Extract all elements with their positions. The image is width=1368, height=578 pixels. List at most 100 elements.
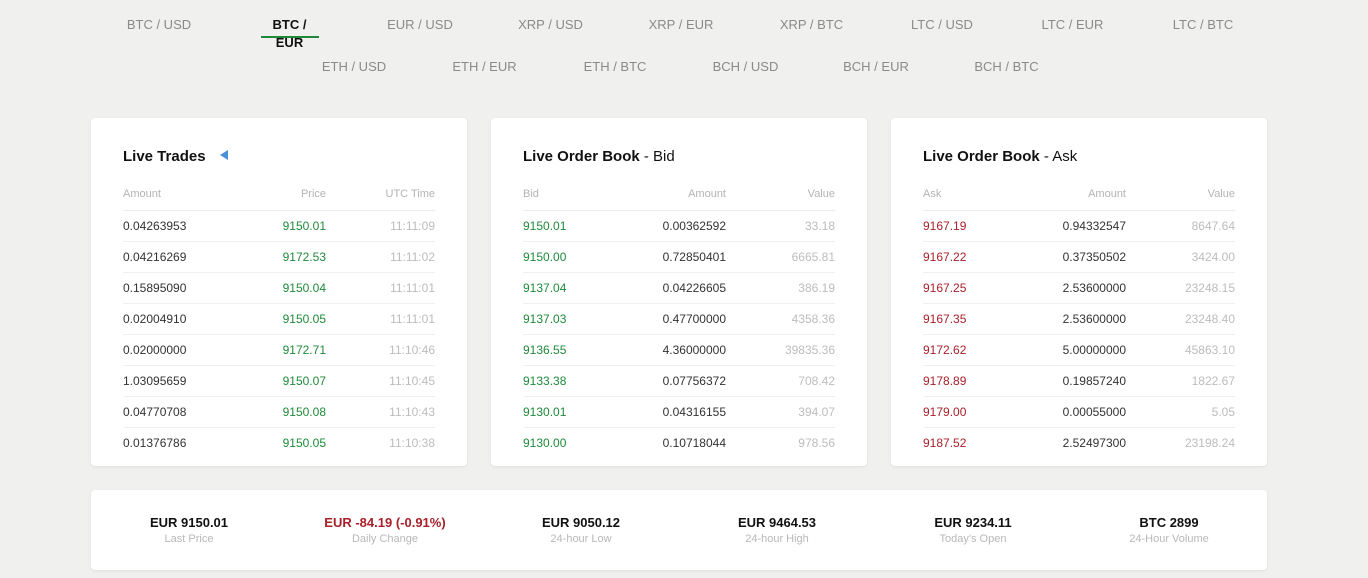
table-row: 9167.22 0.37350502 3424.00	[923, 241, 1235, 273]
table-cell-amount: 0.04263953	[123, 210, 243, 242]
live-trades-rows: 0.04263953 9150.01 11:11:09 0.04216269 9172.…	[123, 210, 435, 458]
table-cell-bid: 9150.00	[523, 241, 603, 273]
live-trades-title: Live Trades	[123, 148, 228, 165]
table-cell-amount: 0.01376786	[123, 435, 187, 450]
pair-tab-eth-btc[interactable]: ETH / BTC	[583, 59, 647, 74]
table-cell-value: 5.05	[1126, 396, 1235, 428]
table-cell-utc-time: 11:10:45	[326, 365, 435, 397]
table-row: 9167.35 2.53600000 23248.40	[923, 303, 1235, 335]
pair-tab-btc-usd[interactable]: BTC / USD	[126, 17, 192, 32]
table-row: 9167.19 0.94332547 8647.64	[923, 210, 1235, 242]
pair-tab-eth-eur[interactable]: ETH / EUR	[452, 59, 517, 74]
stat-value: EUR 9464.53	[737, 515, 817, 530]
table-row: 9150.01 0.00362592 33.18	[523, 210, 835, 242]
table-cell-amount: 0.04226605	[603, 272, 726, 304]
order-book-bid-title: Live Order Book - Bid	[523, 148, 675, 165]
order-book-ask-subtitle: - Ask	[1043, 148, 1078, 165]
table-cell-amount: 0.00362592	[603, 210, 726, 242]
table-cell-bid: 9137.04	[523, 272, 603, 304]
table-cell-price: 9150.04	[243, 272, 326, 304]
pair-tab-xrp-btc[interactable]: XRP / BTC	[779, 17, 844, 32]
table-cell-ask: 9167.19	[923, 210, 1003, 242]
live-trades-title-text: Live Trades	[123, 148, 206, 165]
table-cell-value: 4358.36	[726, 303, 835, 335]
pair-tab-bch-usd[interactable]: BCH / USD	[712, 59, 779, 74]
table-cell-utc-time: 11:11:02	[326, 241, 435, 273]
stat-value: EUR 9050.12	[541, 515, 621, 530]
table-cell-amount: 0.15895090	[123, 272, 243, 304]
active-pair-underline	[260, 36, 319, 38]
play-left-icon[interactable]	[219, 150, 228, 160]
stat-last-price: EUR 9150.01 Last Price	[91, 515, 287, 545]
table-cell-amount: 0.47700000	[603, 303, 726, 335]
table-cell-price: 9150.08	[243, 396, 326, 428]
table-cell-bid: 9137.03	[523, 303, 603, 335]
table-cell-value: 978.56	[798, 435, 835, 450]
table-cell-value: 8647.64	[1126, 210, 1235, 242]
stat-24-hour-volume: BTC 2899 24-Hour Volume	[1071, 515, 1267, 545]
table-cell-amount: 0.10718044	[662, 435, 726, 450]
pair-tab-bch-eur[interactable]: BCH / EUR	[843, 59, 909, 74]
pair-tab-xrp-eur[interactable]: XRP / EUR	[648, 17, 714, 32]
pair-tab-xrp-usd[interactable]: XRP / USD	[518, 17, 583, 32]
column-header-price: Price	[243, 184, 326, 211]
table-cell-bid: 9150.01	[523, 210, 603, 242]
table-cell-price: 9172.53	[243, 241, 326, 273]
table-cell-price: 9150.01	[243, 210, 326, 242]
table-row: 9172.62 5.00000000 45863.10	[923, 334, 1235, 366]
table-cell-price: 9150.07	[243, 365, 326, 397]
table-row: 9133.38 0.07756372 708.42	[523, 365, 835, 397]
table-cell-value: 45863.10	[1126, 334, 1235, 366]
table-cell-utc-time: 11:10:43	[326, 396, 435, 428]
table-cell-value: 708.42	[726, 365, 835, 397]
pair-tab-eth-usd[interactable]: ETH / USD	[321, 59, 387, 74]
order-book-bid-subtitle: - Bid	[643, 148, 675, 165]
order-book-ask-title-text: Live Order Book	[923, 148, 1040, 165]
table-cell-amount: 0.04770708	[123, 396, 243, 428]
table-row: 9167.25 2.53600000 23248.15	[923, 272, 1235, 304]
table-row: 9136.55 4.36000000 39835.36	[523, 334, 835, 366]
order-book-bid-rows: 9150.01 0.00362592 33.18 9150.00 0.72850401 6…	[523, 210, 835, 458]
pair-tab-ltc-btc[interactable]: LTC / BTC	[1172, 17, 1234, 32]
table-cell-ask: 9172.62	[923, 334, 1003, 366]
stat-today-s-open: EUR 9234.11 Today's Open	[875, 515, 1071, 545]
table-cell-value: 39835.36	[726, 334, 835, 366]
table-cell-bid: 9130.01	[523, 396, 603, 428]
table-cell-ask: 9167.25	[923, 272, 1003, 304]
pair-tab-eur-usd[interactable]: EUR / USD	[387, 17, 453, 32]
column-header-value: Value	[1126, 184, 1235, 211]
column-header-utc-time: UTC Time	[326, 184, 435, 211]
table-cell-amount: 0.04216269	[123, 241, 243, 273]
pair-tab-bch-btc[interactable]: BCH / BTC	[974, 59, 1039, 74]
table-cell-utc-time: 11:11:01	[326, 303, 435, 335]
table-cell-value: 1822.67	[1126, 365, 1235, 397]
live-trades-panel: Live Trades Amount Price UTC Time 0.0426…	[91, 118, 467, 466]
table-row: 0.04216269 9172.53 11:11:02	[123, 241, 435, 273]
table-cell-amount: 2.53600000	[1003, 272, 1126, 304]
table-cell-amount: 0.19857240	[1003, 365, 1126, 397]
table-cell-bid: 9136.55	[523, 334, 603, 366]
table-row: 0.04263953 9150.01 11:11:09	[123, 210, 435, 242]
table-cell-ask: 9167.22	[923, 241, 1003, 273]
table-cell-bid: 9133.38	[523, 365, 603, 397]
pair-tab-ltc-eur[interactable]: LTC / EUR	[1041, 17, 1104, 32]
table-row: 9137.04 0.04226605 386.19	[523, 272, 835, 304]
table-row: 1.03095659 9150.07 11:10:45	[123, 365, 435, 397]
table-cell-price: 9172.71	[243, 334, 326, 366]
column-header-bid: Bid	[523, 184, 603, 211]
stat-label: Today's Open	[939, 533, 1007, 545]
table-row: 0.01376786 9150.05 11:10:38	[123, 427, 435, 458]
pair-tab-ltc-usd[interactable]: LTC / USD	[911, 17, 973, 32]
stat-value: EUR 9234.11	[934, 515, 1012, 530]
table-cell-value: 33.18	[726, 210, 835, 242]
table-cell-value: 394.07	[726, 396, 835, 428]
order-book-bid-panel: Live Order Book - Bid Bid Amount Value 9…	[491, 118, 867, 466]
pair-tab-btc-eur[interactable]: BTC / EUR	[259, 16, 321, 50]
table-cell-amount: 5.00000000	[1003, 334, 1126, 366]
table-row: 9150.00 0.72850401 6665.81	[523, 241, 835, 273]
table-cell-amount: 1.03095659	[123, 365, 243, 397]
stat-value: BTC 2899	[1139, 515, 1199, 530]
table-cell-price: 9150.05	[282, 435, 326, 450]
table-row: 0.02004910 9150.05 11:11:01	[123, 303, 435, 335]
table-cell-price: 9150.05	[243, 303, 326, 335]
